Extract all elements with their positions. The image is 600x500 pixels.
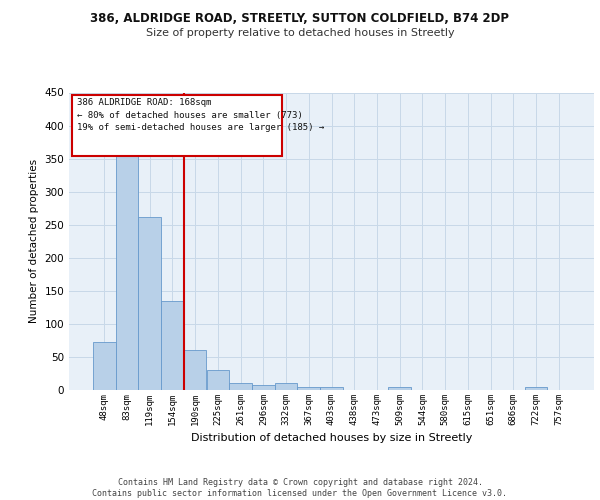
FancyBboxPatch shape: [71, 96, 281, 156]
Bar: [252, 386, 275, 390]
Bar: [275, 382, 298, 390]
Text: Contains HM Land Registry data © Crown copyright and database right 2024.
Contai: Contains HM Land Registry data © Crown c…: [92, 478, 508, 498]
Bar: [229, 384, 252, 390]
Bar: [184, 350, 206, 390]
Y-axis label: Number of detached properties: Number of detached properties: [29, 159, 39, 324]
Bar: [93, 342, 116, 390]
Bar: [139, 217, 161, 390]
Bar: [320, 386, 343, 390]
Bar: [298, 386, 320, 390]
X-axis label: Distribution of detached houses by size in Streetly: Distribution of detached houses by size …: [191, 434, 472, 444]
Text: 386 ALDRIDGE ROAD: 168sqm
← 80% of detached houses are smaller (773)
19% of semi: 386 ALDRIDGE ROAD: 168sqm ← 80% of detac…: [77, 98, 324, 132]
Bar: [524, 388, 547, 390]
Text: 386, ALDRIDGE ROAD, STREETLY, SUTTON COLDFIELD, B74 2DP: 386, ALDRIDGE ROAD, STREETLY, SUTTON COL…: [91, 12, 509, 26]
Bar: [388, 388, 411, 390]
Bar: [116, 142, 139, 390]
Bar: [206, 370, 229, 390]
Text: Size of property relative to detached houses in Streetly: Size of property relative to detached ho…: [146, 28, 454, 38]
Bar: [161, 300, 184, 390]
